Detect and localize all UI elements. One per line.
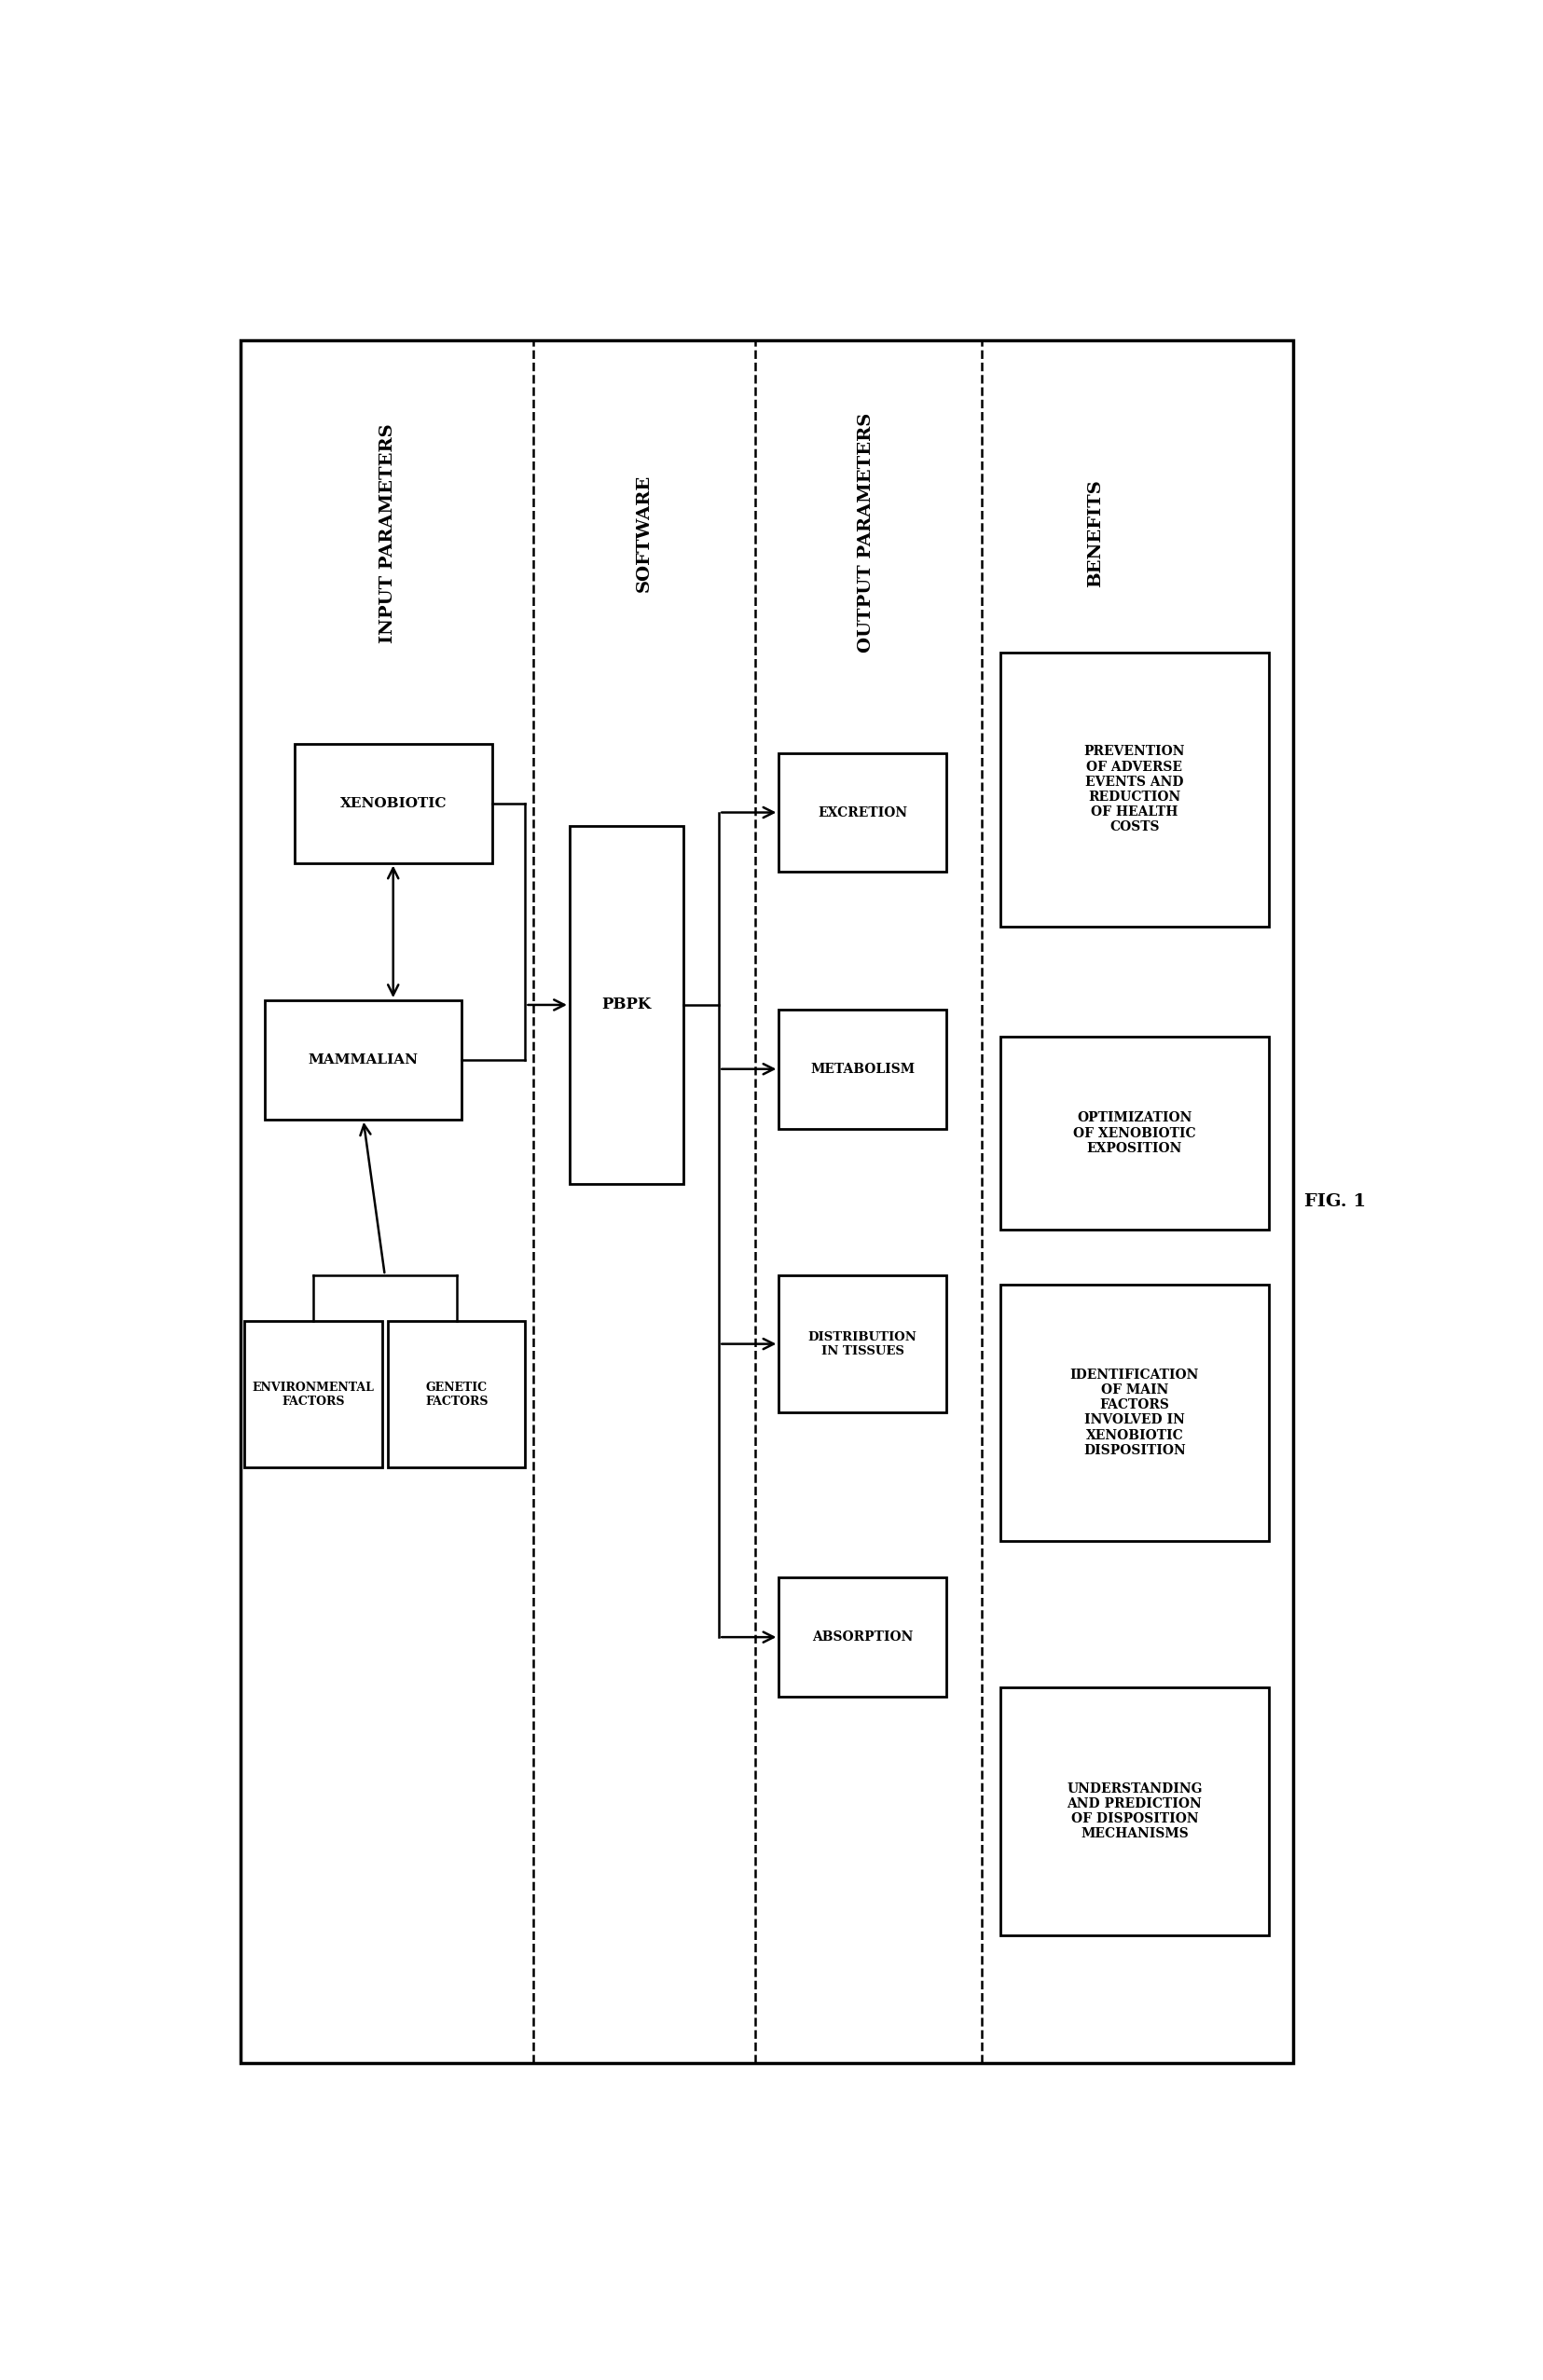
Text: ABSORPTION: ABSORPTION (812, 1630, 913, 1645)
Bar (1000, 652, 1268, 928)
Bar (244, 1321, 381, 1468)
Bar (779, 1009, 946, 1128)
Text: ENVIRONMENTAL
FACTORS: ENVIRONMENTAL FACTORS (252, 1380, 373, 1407)
Text: MAMMALIAN: MAMMALIAN (309, 1054, 418, 1066)
Bar (1000, 1687, 1268, 1935)
Bar (1000, 1038, 1268, 1230)
Bar (1000, 1285, 1268, 1540)
Text: IDENTIFICATION
OF MAIN
FACTORS
INVOLVED IN
XENOBIOTIC
DISPOSITION: IDENTIFICATION OF MAIN FACTORS INVOLVED … (1071, 1368, 1199, 1457)
Text: OUTPUT PARAMETERS: OUTPUT PARAMETERS (858, 414, 875, 652)
Text: FIG. 1: FIG. 1 (1304, 1192, 1366, 1211)
Text: DISTRIBUTION
IN TISSUES: DISTRIBUTION IN TISSUES (809, 1330, 917, 1357)
Text: BENEFITS: BENEFITS (1088, 478, 1105, 588)
Text: OPTIMIZATION
OF XENOBIOTIC
EXPOSITION: OPTIMIZATION OF XENOBIOTIC EXPOSITION (1074, 1111, 1196, 1154)
Text: XENOBIOTIC: XENOBIOTIC (339, 797, 446, 809)
Bar (265, 1000, 461, 1119)
Text: INPUT PARAMETERS: INPUT PARAMETERS (380, 424, 397, 643)
Bar (569, 826, 684, 1183)
Text: UNDERSTANDING
AND PREDICTION
OF DISPOSITION
MECHANISMS: UNDERSTANDING AND PREDICTION OF DISPOSIT… (1066, 1783, 1202, 1840)
Bar (779, 1578, 946, 1697)
Bar (779, 752, 946, 871)
Bar (387, 1321, 525, 1468)
Bar (241, 340, 1293, 2063)
Text: PREVENTION
OF ADVERSE
EVENTS AND
REDUCTION
OF HEALTH
COSTS: PREVENTION OF ADVERSE EVENTS AND REDUCTI… (1085, 745, 1185, 833)
Text: GENETIC
FACTORS: GENETIC FACTORS (424, 1380, 488, 1407)
Text: METABOLISM: METABOLISM (810, 1061, 915, 1076)
Bar (779, 1276, 946, 1414)
Text: EXCRETION: EXCRETION (818, 807, 907, 819)
Bar (295, 743, 492, 864)
Text: PBPK: PBPK (602, 997, 651, 1014)
Text: SOFTWARE: SOFTWARE (636, 474, 653, 593)
